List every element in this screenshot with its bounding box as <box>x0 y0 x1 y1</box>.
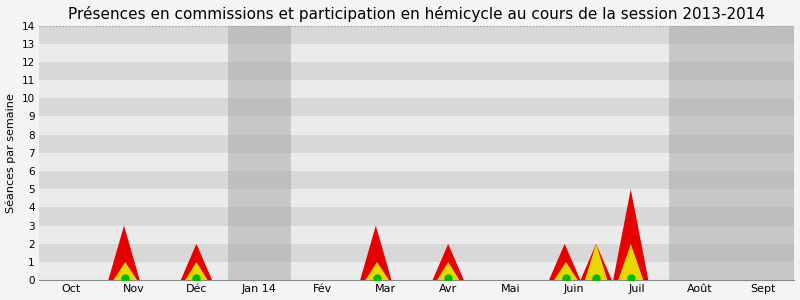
Bar <box>39 62 794 80</box>
Polygon shape <box>114 262 138 280</box>
Polygon shape <box>360 226 391 280</box>
Bar <box>39 116 794 135</box>
Y-axis label: Séances par semaine: Séances par semaine <box>6 93 16 213</box>
Polygon shape <box>613 189 648 280</box>
Bar <box>39 226 794 244</box>
Polygon shape <box>437 262 459 280</box>
Polygon shape <box>185 262 208 280</box>
Bar <box>39 244 794 262</box>
Bar <box>39 80 794 98</box>
Polygon shape <box>581 244 612 280</box>
Polygon shape <box>433 244 464 280</box>
Title: Présences en commissions et participation en hémicycle au cours de la session 20: Présences en commissions et participatio… <box>68 6 766 22</box>
Bar <box>39 153 794 171</box>
Bar <box>39 262 794 280</box>
Bar <box>39 208 794 226</box>
Polygon shape <box>365 262 389 280</box>
Bar <box>39 171 794 189</box>
Bar <box>39 135 794 153</box>
Bar <box>669 26 731 280</box>
Bar <box>39 44 794 62</box>
Polygon shape <box>108 226 140 280</box>
Polygon shape <box>554 262 578 280</box>
Polygon shape <box>549 244 581 280</box>
Bar <box>731 26 794 280</box>
Polygon shape <box>181 244 212 280</box>
Polygon shape <box>585 244 607 280</box>
Bar <box>39 189 794 208</box>
Polygon shape <box>618 244 643 280</box>
Bar <box>39 26 794 44</box>
Bar <box>39 98 794 116</box>
Bar <box>228 26 291 280</box>
